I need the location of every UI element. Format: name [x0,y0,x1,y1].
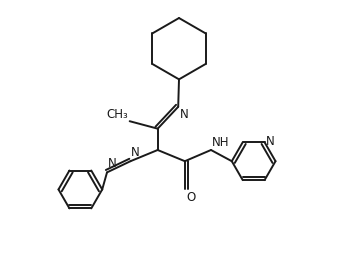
Text: NH: NH [212,136,230,149]
Text: CH₃: CH₃ [107,108,129,121]
Text: N: N [266,135,275,148]
Text: N: N [107,157,116,170]
Text: N: N [180,108,189,121]
Text: O: O [186,191,195,203]
Text: N: N [131,146,140,159]
